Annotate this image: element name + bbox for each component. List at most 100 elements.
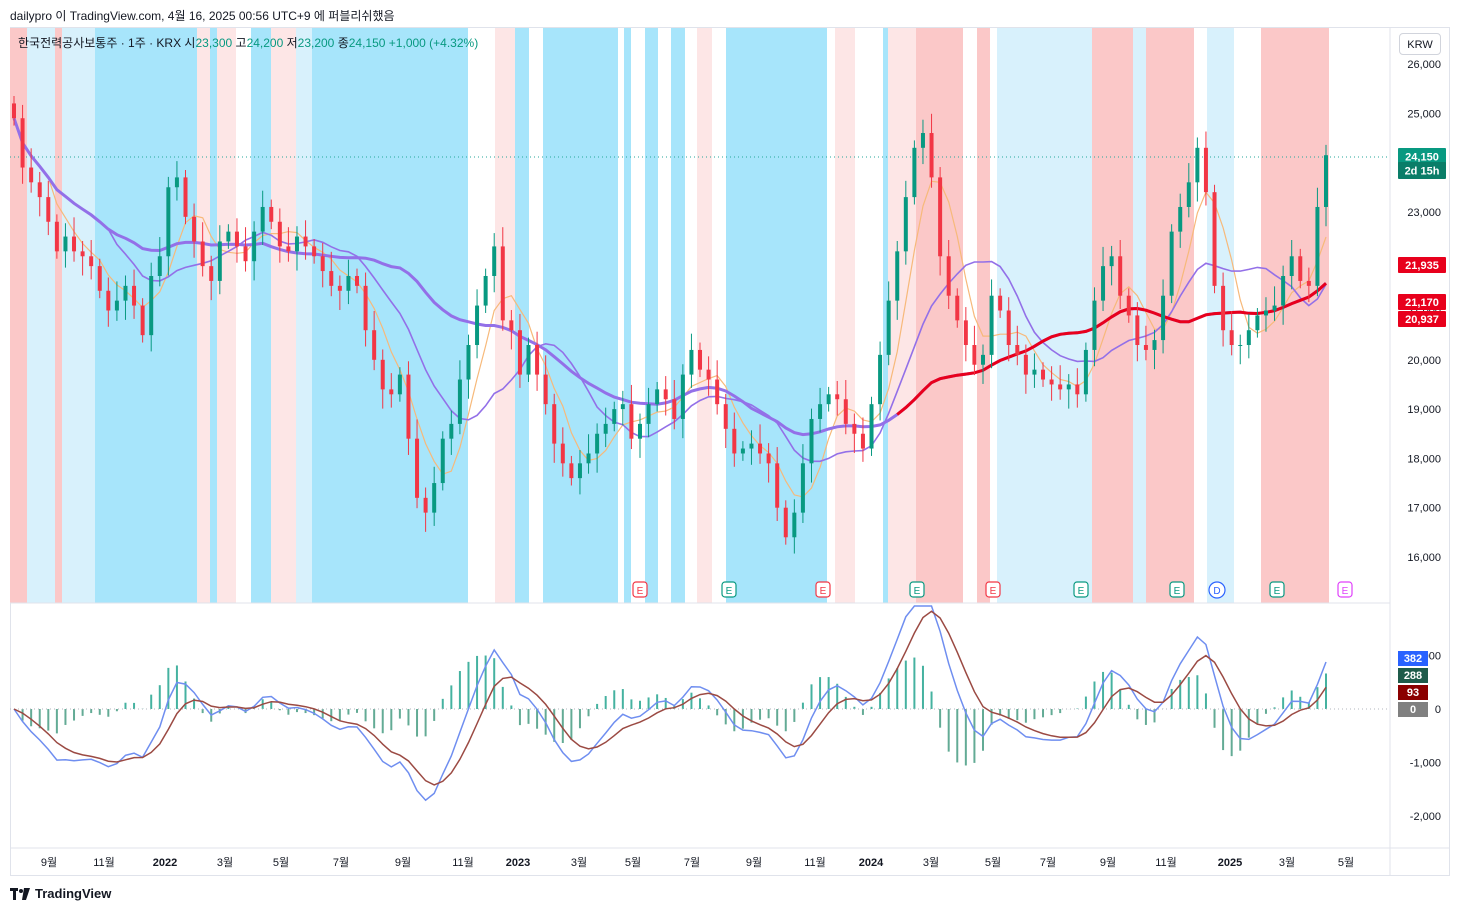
low-value: 23,200 <box>297 36 335 50</box>
candle-body <box>972 345 977 365</box>
macd-value-label: 0 <box>1410 704 1416 716</box>
macd-tick: 0 <box>1435 704 1441 716</box>
candle-body <box>852 423 857 434</box>
candle-body <box>929 133 934 178</box>
candle-body <box>1255 315 1260 331</box>
candle-body <box>1041 369 1046 380</box>
candle-body <box>663 389 668 400</box>
candle-body <box>517 330 522 375</box>
candle-body <box>1178 206 1183 232</box>
earnings-badge-letter: E <box>914 586 921 597</box>
regime-band <box>835 28 855 603</box>
candle-body <box>1101 266 1106 301</box>
candle-body <box>12 103 16 119</box>
time-tick: 5월 <box>625 856 641 869</box>
ohlc-legend: 한국전력공사보통주 · 1주 · KRX 시23,300 고24,200 저23… <box>18 34 478 51</box>
regime-band <box>95 28 197 603</box>
candle-body <box>1324 155 1328 207</box>
candle-body <box>149 275 154 336</box>
time-tick: 3월 <box>571 856 587 869</box>
candle-body <box>740 448 745 454</box>
ma-value-label: 21,170 <box>1405 297 1439 309</box>
price-tick: 16,000 <box>1407 552 1441 564</box>
open-value: 23,300 <box>195 36 233 50</box>
candle-body <box>758 443 763 454</box>
candle-body <box>1006 310 1011 346</box>
earnings-badge-letter: E <box>637 586 644 597</box>
candle-body <box>955 295 960 321</box>
candle-body <box>1238 345 1243 347</box>
candle-body <box>689 349 694 375</box>
candle-body <box>835 394 840 400</box>
time-tick: 9월 <box>1100 856 1116 869</box>
price-tick: 23,000 <box>1407 207 1441 219</box>
close-value: 24,150 <box>348 36 386 50</box>
earnings-badge <box>1269 581 1285 598</box>
regime-band <box>916 28 963 603</box>
time-axis: 9월 11월 2022 3월 5월 7월 9월 11월 2023 3월 5월 7월 9월 11월 2024 3… <box>41 856 1354 869</box>
regime-band <box>977 28 990 603</box>
candle-body <box>603 423 608 434</box>
candle-body <box>320 256 325 272</box>
candle-body <box>106 290 111 311</box>
candle-body <box>680 374 685 419</box>
candle-body <box>946 256 951 296</box>
earnings-marker: E <box>1269 581 1285 598</box>
candle-body <box>775 463 780 508</box>
regime-band <box>543 28 618 603</box>
candle-body <box>629 404 634 439</box>
earnings-badge-letter: E <box>1174 586 1181 597</box>
candle-body <box>612 409 617 424</box>
candle-body <box>586 453 591 464</box>
candle-body <box>1298 256 1303 281</box>
candle-body <box>97 266 102 291</box>
candle-body <box>920 133 925 148</box>
candle-body <box>1272 305 1277 311</box>
candle-body <box>217 241 222 281</box>
candle-body <box>1015 345 1020 355</box>
regime-band <box>645 28 658 603</box>
regime-band <box>671 28 685 603</box>
candle-body <box>500 246 505 321</box>
candle-body <box>132 285 137 306</box>
earnings-marker: E <box>1169 581 1185 598</box>
change-value: +1,000 (+4.32%) <box>388 36 479 50</box>
macd-tick: -1,000 <box>1410 758 1441 770</box>
candle-body <box>980 354 985 365</box>
candle-body <box>234 231 239 247</box>
price-tick: 26,000 <box>1407 59 1441 71</box>
candle-body <box>843 399 848 424</box>
candle-body <box>200 241 205 267</box>
candle-body <box>938 177 943 257</box>
candle-body <box>595 433 600 454</box>
candle-body <box>423 497 428 513</box>
candle-body <box>1203 147 1208 193</box>
ma-value-label-box <box>1398 294 1446 310</box>
regime-band <box>997 28 1092 603</box>
candle-body <box>54 221 59 252</box>
candle-body <box>509 320 514 331</box>
candle-body <box>869 404 874 449</box>
candle-body <box>732 428 737 454</box>
macd-value-box <box>1398 685 1428 700</box>
regime-band <box>624 28 631 603</box>
candle-body <box>723 404 728 429</box>
candle-body <box>123 285 128 301</box>
earnings-badge <box>1073 581 1089 598</box>
candle-body <box>72 236 77 252</box>
currency-button[interactable]: KRW <box>1399 33 1441 55</box>
footer-brand[interactable]: TradingView <box>10 886 111 901</box>
candle-body <box>294 236 299 252</box>
candle-body <box>1143 345 1148 350</box>
earnings-badge-letter: E <box>726 586 733 597</box>
candle-body <box>818 404 823 419</box>
earnings-badge-letter: E <box>1342 586 1349 597</box>
candle-body <box>1289 256 1294 276</box>
candle-body <box>800 463 805 513</box>
candle-body <box>46 197 51 222</box>
candle-body <box>466 345 471 380</box>
macd-value-label: 93 <box>1407 687 1419 699</box>
candle-body <box>1169 231 1174 296</box>
earnings-badge-letter: E <box>820 586 827 597</box>
